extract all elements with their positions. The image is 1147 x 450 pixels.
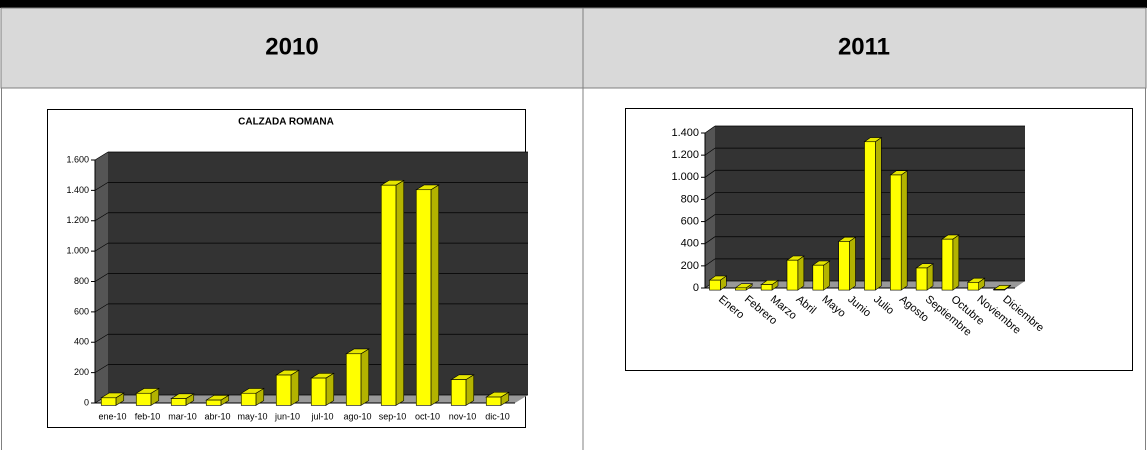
grid-line <box>704 258 716 267</box>
bar <box>345 353 362 406</box>
x-tick-label: jun-10 <box>274 411 300 421</box>
bar <box>275 374 292 406</box>
bar <box>450 379 467 406</box>
bar-side <box>900 170 908 291</box>
column-header: 2011 <box>838 33 890 60</box>
bar-side <box>952 234 960 291</box>
bar-side <box>430 184 440 406</box>
bar <box>864 141 876 291</box>
x-tick-label: oct-10 <box>415 411 440 421</box>
x-tick-label: dic-10 <box>485 411 510 421</box>
x-tick-label: sep-10 <box>379 411 407 421</box>
grid-line <box>94 364 109 373</box>
bar-side <box>360 348 370 406</box>
bar <box>786 259 799 291</box>
y-tick-label: 800 <box>74 276 89 286</box>
bar <box>709 279 721 291</box>
bar <box>735 287 747 291</box>
grid-line <box>704 169 716 178</box>
bar-side <box>926 263 934 291</box>
x-tick-label: ene-10 <box>98 411 126 421</box>
grid-line <box>704 147 716 156</box>
grid-line <box>94 273 109 282</box>
y-tick-label: 400 <box>74 337 89 347</box>
y-tick-label: 1.400 <box>671 127 699 139</box>
grid-line <box>94 242 109 252</box>
bar <box>760 284 773 291</box>
bar-side <box>849 236 856 291</box>
y-tick-label: 400 <box>681 238 699 250</box>
bar-side <box>325 372 335 406</box>
bar <box>838 241 850 291</box>
bar <box>967 282 979 291</box>
bar <box>310 377 327 406</box>
y-tick-label: 1.000 <box>671 171 699 183</box>
bar <box>812 264 824 291</box>
bar <box>380 184 397 406</box>
y-tick-label: 800 <box>681 193 699 205</box>
bar <box>170 398 187 406</box>
grid-line <box>704 236 716 245</box>
x-tick-label: feb-10 <box>135 411 161 421</box>
bar <box>890 174 902 291</box>
bar-side <box>395 179 405 406</box>
x-tick-label: mar-10 <box>168 411 197 421</box>
y-tick-label: 600 <box>681 215 699 227</box>
bar-side <box>797 255 805 291</box>
bar-side <box>875 136 882 291</box>
side-wall <box>705 126 715 288</box>
x-tick-label: jul-10 <box>310 411 333 421</box>
bar <box>993 289 1005 291</box>
chart-title: CALZADA ROMANA <box>238 117 334 128</box>
bar <box>100 397 117 406</box>
y-tick-label: 1.600 <box>66 154 89 164</box>
y-tick-label: 200 <box>74 367 89 377</box>
top-bar <box>0 0 1147 8</box>
grid-line <box>94 182 109 191</box>
grid-line <box>94 303 109 313</box>
grid-line <box>704 125 716 134</box>
grid-line <box>94 151 109 161</box>
y-tick-label: 0 <box>693 282 699 294</box>
bar <box>135 392 152 406</box>
bar <box>205 399 222 406</box>
bar <box>941 238 954 291</box>
x-tick-label: may-10 <box>237 411 267 421</box>
y-tick-label: 1.200 <box>671 149 699 161</box>
bar-side <box>465 374 475 406</box>
x-tick-label: ago-10 <box>343 411 371 421</box>
grid-line <box>704 192 716 200</box>
bar <box>240 392 257 406</box>
grid-line <box>94 212 109 222</box>
y-tick-label: 1.400 <box>66 185 89 195</box>
bar-side <box>823 260 830 291</box>
x-tick-label: nov-10 <box>449 411 477 421</box>
bar <box>415 189 432 406</box>
bar-side <box>290 369 300 406</box>
header-row <box>0 7 1147 89</box>
bar <box>915 267 928 291</box>
grid-line <box>94 333 109 343</box>
y-tick-label: 1.000 <box>66 246 89 256</box>
y-tick-label: 1.200 <box>66 215 89 225</box>
grid-line <box>704 214 716 222</box>
y-tick-label: 0 <box>84 397 89 407</box>
y-tick-label: 200 <box>681 260 699 272</box>
x-tick-label: abr-10 <box>204 411 230 421</box>
bar <box>485 396 502 406</box>
y-tick-label: 600 <box>74 306 89 316</box>
column-header: 2010 <box>265 33 318 60</box>
